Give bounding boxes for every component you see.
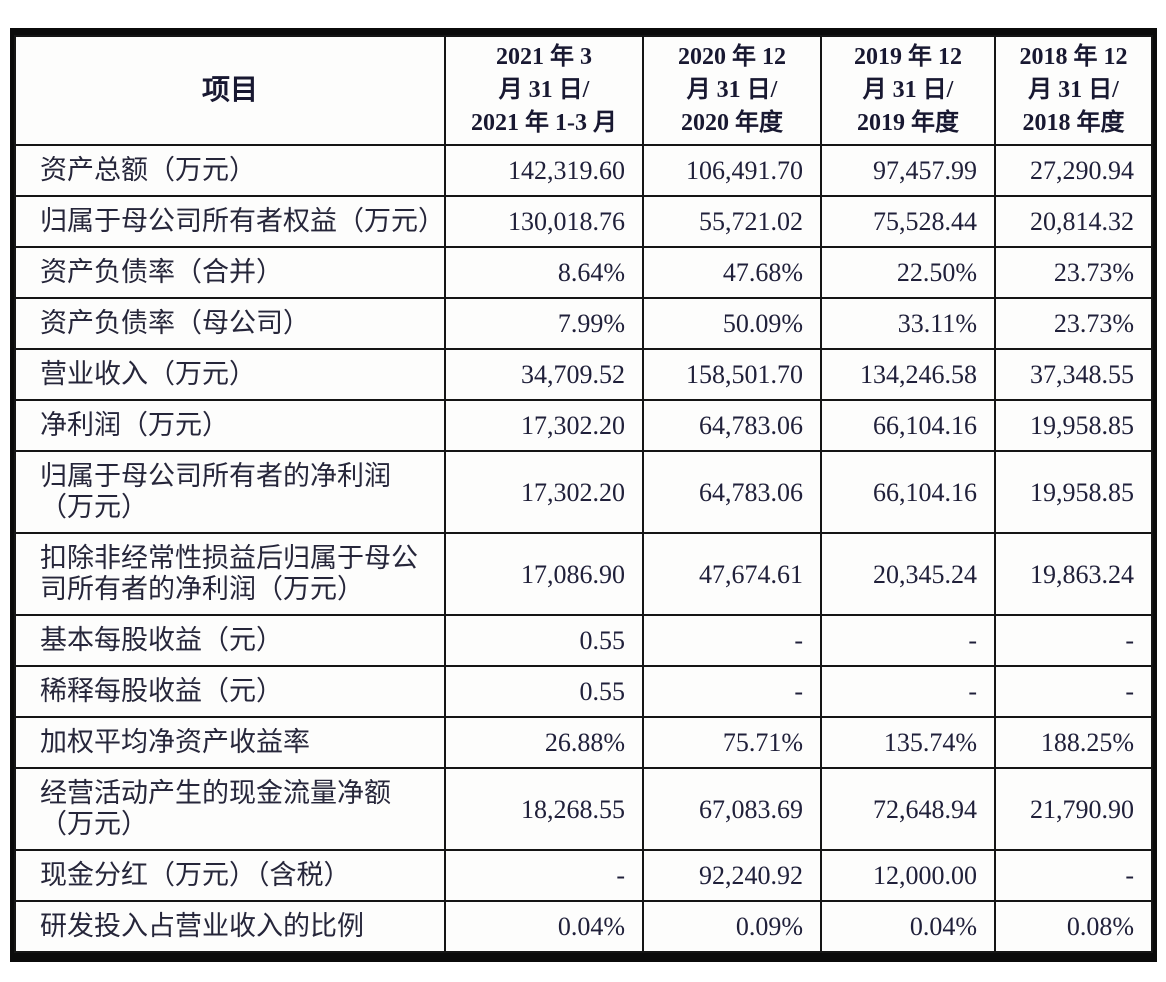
cell-2019: 0.04% (820, 900, 996, 953)
financial-summary-table: 项目 2021 年 3 月 31 日/ 2021 年 1-3 月 2020 年 … (10, 28, 1157, 962)
cell-2018: 20,814.32 (994, 195, 1153, 248)
row-label: 资产负债率（合并） (14, 246, 446, 299)
cell-2019: - (820, 665, 996, 718)
cell-2018: 0.08% (994, 900, 1153, 953)
cell-2020: 106,491.70 (642, 144, 822, 197)
row-label: 现金分红（万元）（含税） (14, 849, 446, 902)
cell-2018: 19,958.85 (994, 450, 1153, 534)
table-row: 基本每股收益（元） 0.55 - - - (14, 614, 1153, 667)
table-row: 稀释每股收益（元） 0.55 - - - (14, 665, 1153, 718)
table-row: 资产负债率（母公司） 7.99% 50.09% 33.11% 23.73% (14, 297, 1153, 350)
cell-2019: 22.50% (820, 246, 996, 299)
table-row: 经营活动产生的现金流量净额 （万元） 18,268.55 67,083.69 7… (14, 767, 1153, 851)
table-row: 加权平均净资产收益率 26.88% 75.71% 135.74% 188.25% (14, 716, 1153, 769)
cell-2018: - (994, 665, 1153, 718)
table-row: 营业收入（万元） 34,709.52 158,501.70 134,246.58… (14, 348, 1153, 401)
cell-2021: 17,302.20 (444, 450, 644, 534)
cell-2021: 142,319.60 (444, 144, 644, 197)
cell-2020: 55,721.02 (642, 195, 822, 248)
cell-2020: 92,240.92 (642, 849, 822, 902)
cell-2019: 134,246.58 (820, 348, 996, 401)
cell-2020: 67,083.69 (642, 767, 822, 851)
cell-2019: - (820, 614, 996, 667)
cell-2020: - (642, 665, 822, 718)
cell-2019: 66,104.16 (820, 399, 996, 452)
row-label: 净利润（万元） (14, 399, 446, 452)
cell-2019: 135.74% (820, 716, 996, 769)
cell-2021: 130,018.76 (444, 195, 644, 248)
cell-2019: 12,000.00 (820, 849, 996, 902)
cell-2020: 47.68% (642, 246, 822, 299)
cell-2018: - (994, 614, 1153, 667)
cell-2021: 7.99% (444, 297, 644, 350)
cell-2018: - (994, 849, 1153, 902)
row-label: 资产总额（万元） (14, 144, 446, 197)
header-column-2020: 2020 年 12 月 31 日/ 2020 年度 (642, 35, 822, 146)
table-row: 资产总额（万元） 142,319.60 106,491.70 97,457.99… (14, 144, 1153, 197)
header-item-column: 项目 (14, 35, 446, 146)
cell-2020: 0.09% (642, 900, 822, 953)
cell-2021: 17,302.20 (444, 399, 644, 452)
row-label: 归属于母公司所有者权益（万元） (14, 195, 446, 248)
cell-2019: 20,345.24 (820, 532, 996, 616)
cell-2019: 72,648.94 (820, 767, 996, 851)
cell-2020: 64,783.06 (642, 399, 822, 452)
cell-2021: 0.55 (444, 665, 644, 718)
cell-2018: 19,863.24 (994, 532, 1153, 616)
header-column-2019: 2019 年 12 月 31 日/ 2019 年度 (820, 35, 996, 146)
table-row: 研发投入占营业收入的比例 0.04% 0.09% 0.04% 0.08% (14, 900, 1153, 953)
table-row: 归属于母公司所有者权益（万元） 130,018.76 55,721.02 75,… (14, 195, 1153, 248)
cell-2019: 75,528.44 (820, 195, 996, 248)
row-label: 加权平均净资产收益率 (14, 716, 446, 769)
financial-table: 项目 2021 年 3 月 31 日/ 2021 年 1-3 月 2020 年 … (14, 35, 1153, 953)
cell-2020: 64,783.06 (642, 450, 822, 534)
header-row: 项目 2021 年 3 月 31 日/ 2021 年 1-3 月 2020 年 … (14, 35, 1153, 146)
cell-2018: 23.73% (994, 246, 1153, 299)
cell-2021: 26.88% (444, 716, 644, 769)
table-row: 净利润（万元） 17,302.20 64,783.06 66,104.16 19… (14, 399, 1153, 452)
row-label: 归属于母公司所有者的净利润 （万元） (14, 450, 446, 534)
cell-2019: 66,104.16 (820, 450, 996, 534)
cell-2018: 27,290.94 (994, 144, 1153, 197)
cell-2018: 21,790.90 (994, 767, 1153, 851)
cell-2021: 18,268.55 (444, 767, 644, 851)
cell-2020: 47,674.61 (642, 532, 822, 616)
row-label: 扣除非经常性损益后归属于母公 司所有者的净利润（万元） (14, 532, 446, 616)
header-column-2018: 2018 年 12 月 31 日/ 2018 年度 (994, 35, 1153, 146)
table-row: 扣除非经常性损益后归属于母公 司所有者的净利润（万元） 17,086.90 47… (14, 532, 1153, 616)
cell-2021: 8.64% (444, 246, 644, 299)
cell-2021: - (444, 849, 644, 902)
cell-2018: 23.73% (994, 297, 1153, 350)
row-label: 营业收入（万元） (14, 348, 446, 401)
row-label: 资产负债率（母公司） (14, 297, 446, 350)
cell-2021: 34,709.52 (444, 348, 644, 401)
cell-2020: 50.09% (642, 297, 822, 350)
cell-2018: 188.25% (994, 716, 1153, 769)
cell-2020: 158,501.70 (642, 348, 822, 401)
cell-2018: 37,348.55 (994, 348, 1153, 401)
cell-2021: 17,086.90 (444, 532, 644, 616)
table-row: 归属于母公司所有者的净利润 （万元） 17,302.20 64,783.06 6… (14, 450, 1153, 534)
row-label: 基本每股收益（元） (14, 614, 446, 667)
cell-2021: 0.55 (444, 614, 644, 667)
cell-2018: 19,958.85 (994, 399, 1153, 452)
table-row: 资产负债率（合并） 8.64% 47.68% 22.50% 23.73% (14, 246, 1153, 299)
cell-2020: 75.71% (642, 716, 822, 769)
cell-2019: 97,457.99 (820, 144, 996, 197)
header-column-2021: 2021 年 3 月 31 日/ 2021 年 1-3 月 (444, 35, 644, 146)
cell-2021: 0.04% (444, 900, 644, 953)
row-label: 稀释每股收益（元） (14, 665, 446, 718)
cell-2020: - (642, 614, 822, 667)
table-row: 现金分红（万元）（含税） - 92,240.92 12,000.00 - (14, 849, 1153, 902)
row-label: 经营活动产生的现金流量净额 （万元） (14, 767, 446, 851)
cell-2019: 33.11% (820, 297, 996, 350)
row-label: 研发投入占营业收入的比例 (14, 900, 446, 953)
